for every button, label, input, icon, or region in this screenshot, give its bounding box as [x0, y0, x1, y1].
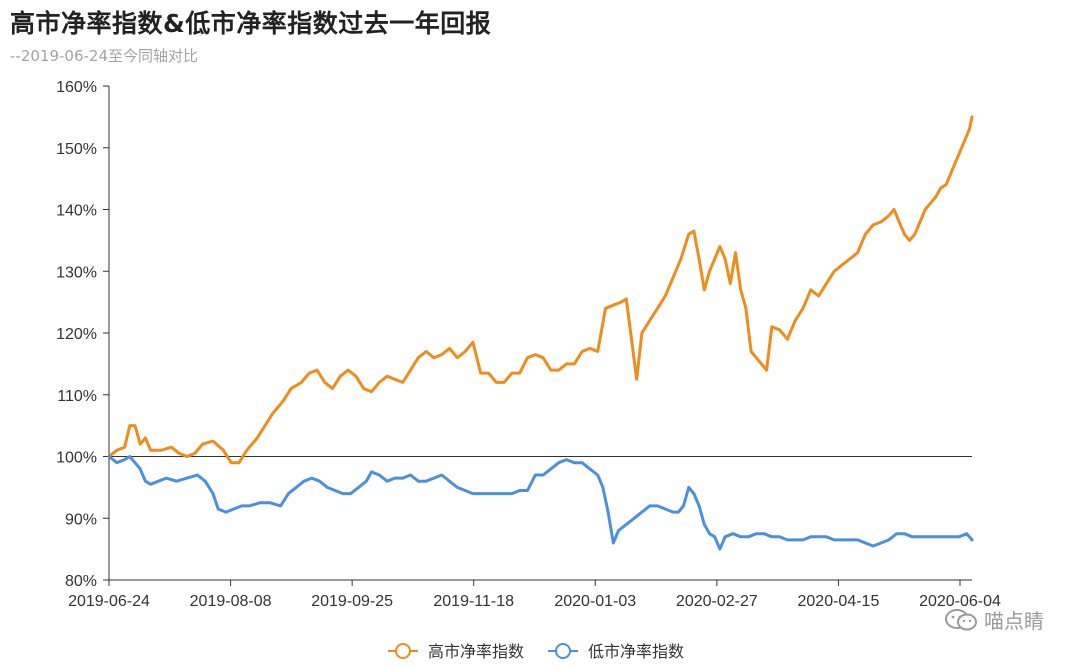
y-tick-label: 100%	[56, 450, 97, 467]
y-tick-label: 130%	[56, 264, 97, 281]
y-tick-label: 110%	[57, 388, 97, 405]
chart-subtitle: --2019-06-24至今同轴对比	[10, 47, 198, 65]
legend-label-1: 低市净率指数	[588, 642, 684, 661]
y-tick-label: 150%	[56, 141, 97, 158]
wechat-icon	[944, 608, 978, 632]
y-tick-label: 90%	[65, 511, 97, 528]
y-tick-label: 140%	[56, 203, 97, 220]
watermark-text: 喵点睛	[984, 609, 1044, 633]
legend-label-0: 高市净率指数	[428, 642, 524, 661]
series-line-1	[107, 455, 974, 551]
x-tick-label: 2019-11-18	[433, 593, 514, 610]
series-line-0	[107, 115, 974, 465]
y-tick-label: 160%	[56, 79, 97, 96]
x-tick-label: 2020-01-03	[554, 593, 636, 610]
legend-marker-1	[555, 643, 571, 659]
x-tick-label: 2019-09-25	[311, 593, 393, 610]
x-tick-label: 2019-06-24	[68, 593, 150, 610]
watermark: 喵点睛	[944, 605, 1044, 634]
x-tick-label: 2019-08-08	[190, 593, 272, 610]
legend-marker-0	[395, 643, 411, 659]
x-tick-label: 2020-06-04	[919, 593, 1001, 610]
y-tick-label: 120%	[56, 326, 97, 343]
chart-title: 高市净率指数&低市净率指数过去一年回报	[10, 9, 492, 38]
x-tick-label: 2020-04-15	[798, 593, 880, 610]
x-tick-label: 2020-02-27	[676, 593, 758, 610]
y-tick-label: 80%	[65, 573, 97, 590]
